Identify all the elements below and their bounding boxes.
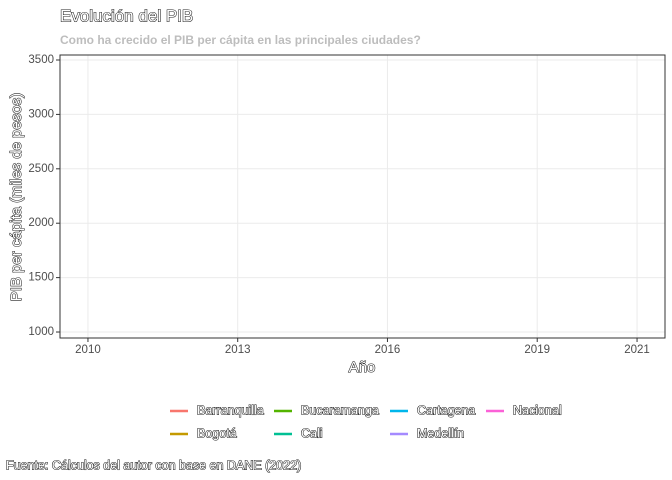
- legend-label: Nacional: [513, 403, 562, 417]
- x-tick-label: 2021: [624, 344, 650, 356]
- legend-label: Barranquilla: [197, 403, 264, 417]
- caption: Fuente: Cálculos del autor con base en D…: [6, 458, 301, 472]
- legend-label: Bucaramanga: [301, 403, 379, 417]
- y-tick-label: 3500: [28, 54, 54, 66]
- legend-label: Cartagena: [417, 403, 475, 417]
- y-tick-label: 2000: [28, 217, 54, 229]
- x-tick-label: 2016: [375, 344, 401, 356]
- y-tick-label: 1500: [28, 272, 54, 284]
- x-tick-label: 2010: [75, 344, 101, 356]
- chart-title: Evolución del PIB: [60, 6, 193, 25]
- x-axis-title: Año: [349, 359, 376, 376]
- y-tick-label: 3000: [28, 108, 54, 120]
- y-tick-label: 2500: [28, 163, 54, 175]
- chart-subtitle: Como ha crecido el PIB per cápita en las…: [60, 33, 421, 47]
- legend-label: Bogotá: [197, 426, 237, 440]
- legend-label: Cali: [301, 426, 323, 440]
- plot-border: [59, 54, 666, 339]
- y-tick-label: 1000: [28, 326, 54, 338]
- x-tick-label: 2013: [225, 344, 251, 356]
- legend-label: Medellín: [417, 426, 464, 440]
- y-axis-title: PIB per cápita (miles de pesos): [8, 93, 25, 301]
- x-tick-label: 2019: [524, 344, 550, 356]
